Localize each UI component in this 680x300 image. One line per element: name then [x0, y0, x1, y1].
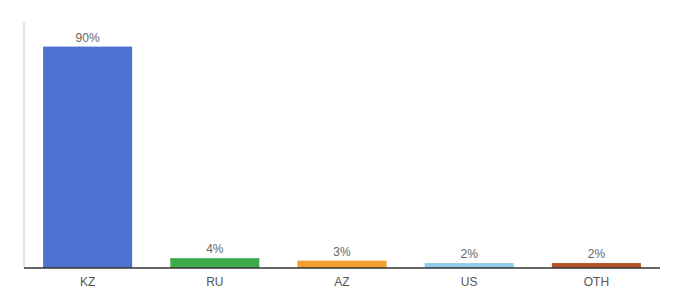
y-axis-line: [24, 22, 25, 268]
x-axis-line: [24, 267, 660, 269]
data-label: 2%: [461, 247, 479, 261]
bar: RU: 4: [170, 258, 259, 268]
x-tick-label: AZ: [334, 275, 349, 289]
chart: KZ: 90RU: 4AZ: 3US: 2OTH: 290%4%3%2%2%KZ…: [0, 0, 680, 300]
x-tick-label: OTH: [584, 275, 609, 289]
bar: AZ: 3: [297, 261, 386, 268]
data-labels: 90% 4% 3% 2% 2%: [76, 31, 606, 261]
chart-container: KZ: 90RU: 4AZ: 3US: 2OTH: 290%4%3%2%2%KZ…: [0, 0, 680, 300]
data-label: 2%: [588, 247, 606, 261]
data-label: 4%: [206, 242, 224, 256]
x-tick-label: US: [461, 275, 478, 289]
x-tick-label: KZ: [80, 275, 95, 289]
bar: KZ: 90: [43, 47, 132, 268]
x-tick-label: RU: [206, 275, 223, 289]
data-label: 90%: [76, 31, 100, 45]
plot-area: KZ: 90RU: 4AZ: 3US: 2OTH: 290%4%3%2%2%KZ…: [24, 22, 660, 289]
data-label: 3%: [333, 245, 351, 259]
bars: KZ: 90RU: 4AZ: 3US: 2OTH: 2: [43, 47, 641, 268]
